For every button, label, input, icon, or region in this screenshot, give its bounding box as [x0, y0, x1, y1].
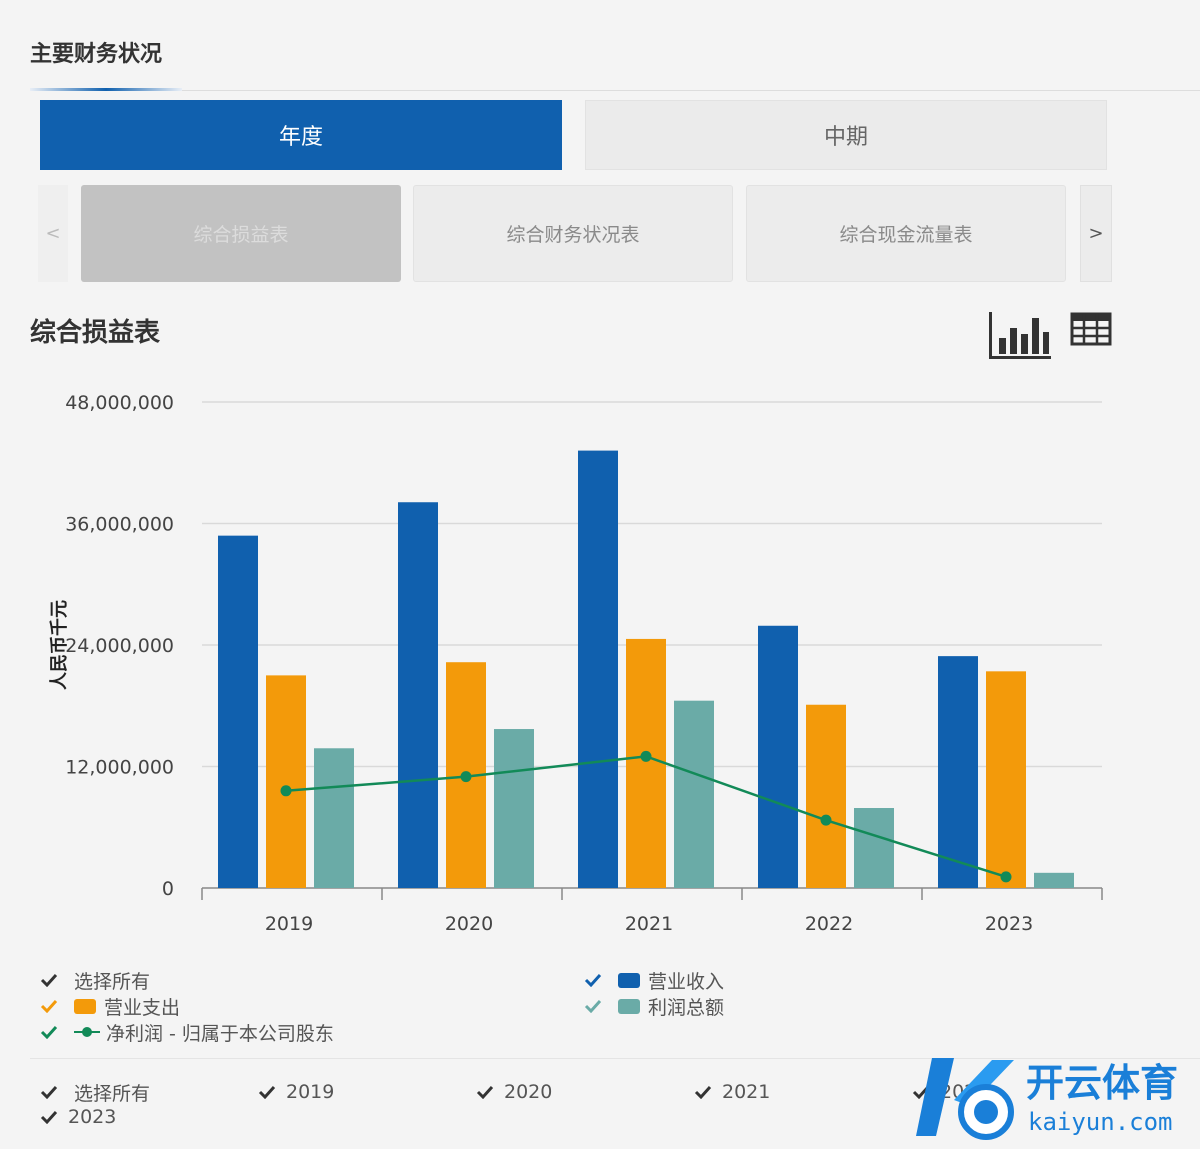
legend-select-all[interactable]: 选择所有 [40, 967, 150, 993]
year-filter-divider [30, 1058, 1200, 1059]
bar-营业收入-2020 [398, 502, 438, 888]
bar-营业支出-2021 [626, 638, 666, 888]
legend-label-expense: 营业支出 [104, 996, 181, 1019]
tab-annual[interactable]: 年度 [40, 100, 562, 170]
y-axis-label: 人民币千元 [49, 600, 70, 690]
chart-title: 综合损益表 [30, 318, 161, 348]
year-filter-label: 2020 [504, 1081, 553, 1103]
point-net-profit-2020 [460, 771, 472, 783]
year-filter-label: 2019 [286, 1081, 335, 1103]
year-filter-2023[interactable]: 2023 [40, 1104, 116, 1130]
tab-financial-position[interactable]: 综合财务状况表 [413, 185, 733, 282]
table-view-button[interactable] [1070, 308, 1112, 352]
x-tick-label: 2019 [265, 913, 313, 935]
point-net-profit-2023 [1000, 871, 1012, 883]
x-tick-label: 2023 [985, 913, 1033, 935]
legend-swatch-revenue [618, 972, 640, 988]
legend-label-net-profit: 净利润 - 归属于本公司股东 [106, 1022, 334, 1045]
point-net-profit-2019 [280, 785, 292, 797]
legend-item-revenue[interactable]: 营业收入 [584, 967, 724, 993]
bar-营业收入-2022 [758, 625, 798, 888]
y-tick-label: 24,000,000 [65, 635, 174, 657]
y-tick-label: 48,000,000 [65, 392, 174, 414]
income-statement-chart: 0 12,000,000 24,000,000 36,000,000 48,000,00… [49, 392, 1103, 935]
title-divider [30, 90, 1200, 91]
bar-利润总额-2023 [1034, 872, 1074, 888]
legend-swatch-net-profit [74, 1025, 100, 1039]
check-icon [584, 999, 604, 1013]
bar-营业支出-2022 [806, 704, 846, 888]
legend-item-profit[interactable]: 利润总额 [584, 993, 724, 1019]
x-tick-label: 2020 [445, 913, 493, 935]
y-tick-label: 36,000,000 [65, 514, 174, 536]
bar-营业支出-2019 [266, 675, 306, 888]
legend-swatch-expense [74, 998, 96, 1014]
check-icon [40, 1110, 60, 1124]
check-icon [694, 1085, 714, 1099]
legend-label-profit: 利润总额 [648, 996, 725, 1019]
tab-cash-flow[interactable]: 综合现金流量表 [746, 185, 1066, 282]
year-filter-select-all[interactable]: 选择所有 [40, 1079, 150, 1105]
bar-营业收入-2023 [938, 656, 978, 888]
check-icon [40, 973, 60, 987]
watermark-brand: 开云体育 [1026, 1061, 1178, 1105]
check-icon [40, 1085, 60, 1099]
legend-label-revenue: 营业收入 [648, 970, 725, 993]
check-icon [912, 1085, 932, 1099]
bar-chart-icon [989, 312, 1051, 359]
check-icon [258, 1085, 278, 1099]
legend-item-expense[interactable]: 营业支出 [40, 993, 180, 1019]
year-filter-2021[interactable]: 2021 [694, 1079, 770, 1105]
year-filter-label: 2021 [722, 1081, 771, 1103]
next-statement-button[interactable]: > [1080, 185, 1112, 282]
prev-statement-button[interactable]: < [38, 185, 68, 282]
bar-营业支出-2023 [986, 671, 1026, 888]
tab-interim[interactable]: 中期 [585, 100, 1107, 170]
check-icon [40, 1025, 60, 1039]
bar-利润总额-2022 [854, 808, 894, 888]
check-icon [40, 999, 60, 1013]
check-icon [476, 1085, 496, 1099]
bar-利润总额-2019 [314, 748, 354, 888]
point-net-profit-2022 [820, 814, 832, 826]
bar-营业收入-2021 [578, 450, 618, 888]
year-filter-select-all-label: 选择所有 [74, 1082, 151, 1105]
legend-item-net-profit[interactable]: 净利润 - 归属于本公司股东 [40, 1019, 334, 1045]
x-tick-label: 2021 [625, 913, 673, 935]
bar-利润总额-2020 [494, 729, 534, 888]
x-tick-label: 2022 [805, 913, 853, 935]
year-filter-2019[interactable]: 2019 [258, 1079, 334, 1105]
legend-swatch-profit [618, 998, 640, 1014]
section-title: 主要财务状况 [30, 42, 163, 67]
bar-营业收入-2019 [218, 535, 258, 888]
watermark-url: kaiyun.com [1028, 1108, 1173, 1136]
y-tick-label: 12,000,000 [65, 757, 174, 779]
year-filter-label: 2023 [68, 1106, 117, 1128]
table-icon [1070, 312, 1112, 346]
title-accent-bar [30, 88, 182, 91]
bar-chart-view-button[interactable] [986, 308, 1054, 366]
bar-利润总额-2021 [674, 700, 714, 888]
point-net-profit-2021 [640, 750, 652, 762]
legend-select-all-label: 选择所有 [74, 970, 151, 993]
y-tick-label: 0 [162, 878, 174, 900]
check-icon [584, 973, 604, 987]
year-filter-2020[interactable]: 2020 [476, 1079, 552, 1105]
tab-income-statement[interactable]: 综合损益表 [81, 185, 401, 282]
kaiyun-watermark-logo: 开云体育 kaiyun.com [916, 1058, 1178, 1140]
